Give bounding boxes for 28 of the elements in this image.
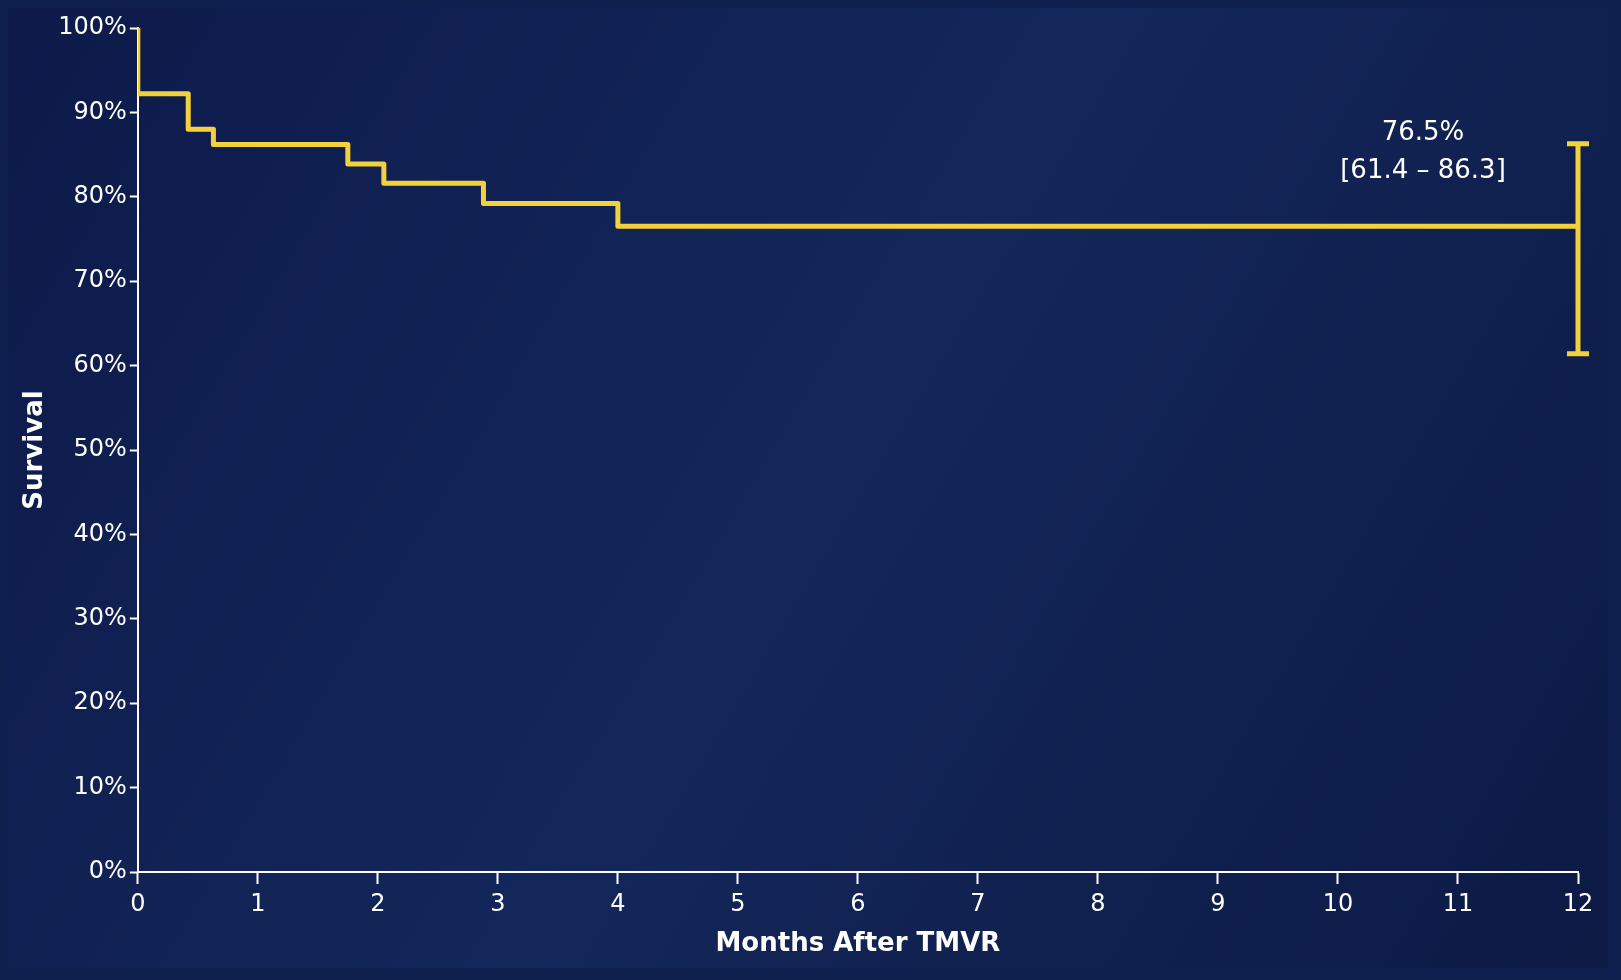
y-tick-label: 40% [73, 518, 127, 547]
y-tick-label: 10% [73, 771, 127, 800]
x-tick-label: 11 [1442, 888, 1474, 917]
x-tick-label: 8 [1090, 888, 1106, 917]
x-tick-label: 3 [490, 888, 506, 917]
y-tick-label: 70% [73, 265, 127, 294]
x-tick-label: 4 [610, 888, 626, 917]
x-tick-label: 1 [250, 888, 266, 917]
y-tick-label: 0% [88, 856, 127, 885]
annotation: 76.5% [1381, 115, 1465, 146]
y-axis-title: Survival [18, 390, 49, 510]
y-tick-label: 60% [73, 349, 127, 378]
x-tick-label: 9 [1210, 888, 1226, 917]
y-tick-label: 100% [58, 12, 127, 41]
x-axis-title: Months After TMVR [715, 927, 1001, 958]
x-tick-label: 7 [970, 888, 986, 917]
y-tick-label: 90% [73, 96, 127, 125]
annotation: [61.4 – 86.3] [1340, 153, 1506, 184]
y-tick-label: 30% [73, 603, 127, 632]
x-tick-label: 12 [1562, 888, 1594, 917]
y-tick-label: 80% [73, 181, 127, 210]
y-tick-label: 20% [73, 687, 127, 716]
x-tick-label: 10 [1322, 888, 1354, 917]
y-tick-label: 50% [73, 434, 127, 463]
x-tick-label: 0 [130, 888, 146, 917]
x-tick-label: 5 [730, 888, 746, 917]
x-tick-label: 2 [370, 888, 386, 917]
x-tick-label: 6 [850, 888, 866, 917]
